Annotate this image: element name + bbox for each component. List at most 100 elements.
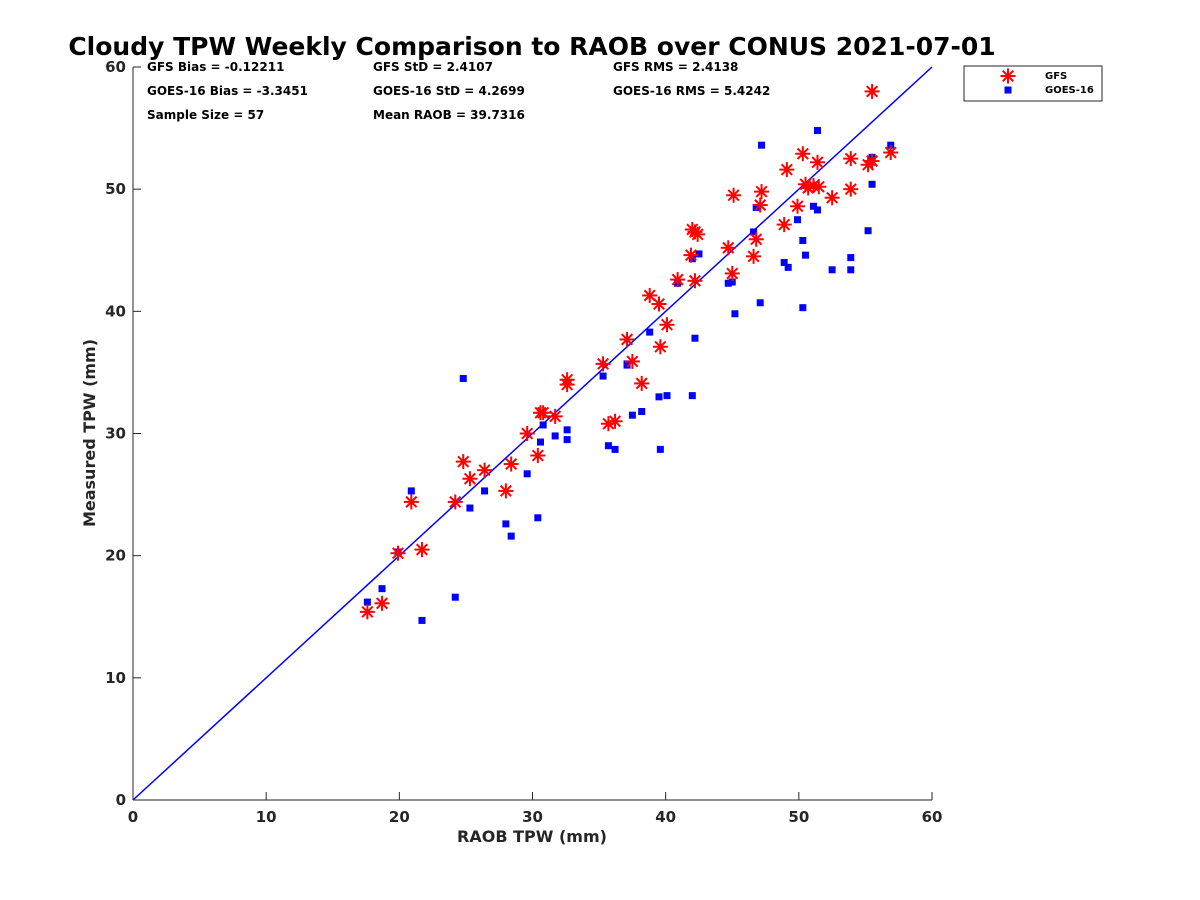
data-point (414, 542, 430, 558)
x-tick-label: 30 (522, 808, 543, 826)
stats-panel: GFS Bias = -0.12211 GFS StD = 2.4107 GFS R… (147, 60, 770, 122)
legend-marker-2 (1004, 86, 1012, 94)
data-point (663, 392, 671, 400)
data-point (652, 339, 668, 355)
data-point (868, 180, 876, 188)
asterisk-stroke (499, 484, 512, 497)
asterisk-stroke (415, 543, 428, 556)
data-point (809, 154, 825, 170)
legend-items: GFS GOES-16 (1000, 68, 1094, 96)
x-tick-label: 10 (256, 808, 277, 826)
data-point (752, 203, 760, 211)
data-point (378, 585, 386, 593)
data-point (534, 514, 542, 522)
y-tick-label: 60 (105, 58, 126, 76)
stat-text: GFS StD = 2.4107 (373, 60, 493, 74)
asterisk-stroke (826, 191, 839, 204)
data-point (595, 356, 611, 372)
data-point (724, 265, 740, 281)
legend-label: GFS (1045, 71, 1067, 82)
data-point (607, 413, 623, 429)
data-point (407, 487, 415, 495)
data-point (604, 442, 612, 450)
asterisk-stroke (1001, 69, 1015, 83)
data-point (799, 236, 807, 244)
data-point (746, 248, 762, 264)
data-point (779, 162, 795, 178)
y-axis-label: Measured TPW (mm) (80, 339, 99, 527)
asterisk-stroke (635, 377, 648, 390)
asterisk-stroke (602, 417, 615, 430)
data-point (780, 258, 788, 266)
data-point (498, 483, 514, 499)
data-point (638, 408, 646, 416)
data-point (691, 334, 699, 342)
legend-marker-1 (1000, 68, 1016, 84)
data-point (403, 494, 419, 510)
asterisk-stroke (691, 228, 704, 241)
stat-text: Sample Size = 57 (147, 108, 264, 122)
data-point (539, 421, 547, 429)
legend: GFS GOES-16 (963, 65, 1103, 102)
data-point (659, 317, 675, 333)
data-point (459, 375, 467, 383)
stat-text: GOES-16 StD = 4.2699 (373, 84, 525, 98)
asterisk-stroke (643, 289, 656, 302)
data-point (599, 372, 607, 380)
data-point (828, 266, 836, 274)
series-goes-16 (363, 127, 895, 624)
data-point (756, 299, 764, 307)
data-point (688, 392, 696, 400)
x-axis-label: RAOB TPW (mm) (457, 827, 607, 846)
asterisk-stroke (807, 179, 820, 192)
data-point (847, 254, 855, 262)
y-tick-label: 50 (105, 180, 126, 198)
data-point (864, 83, 880, 99)
stat-text: GFS RMS = 2.4138 (613, 60, 738, 74)
asterisk-stroke (791, 200, 804, 213)
asterisk-stroke (747, 250, 760, 263)
data-point (477, 462, 493, 478)
y-tick-label: 30 (105, 425, 126, 443)
asterisk-stroke (561, 373, 574, 386)
series-gfs (359, 83, 899, 620)
asterisk-stroke (449, 495, 462, 508)
asterisk-stroke (549, 410, 562, 423)
asterisk-stroke (726, 267, 739, 280)
data-point (790, 198, 806, 214)
legend-box (963, 65, 1103, 102)
data-point (363, 598, 371, 606)
data-point (530, 447, 546, 463)
asterisk-stroke (609, 415, 622, 428)
chart-title: Cloudy TPW Weekly Comparison to RAOB ove… (68, 32, 995, 61)
asterisk-stroke (660, 318, 674, 331)
y-axis-ticks: 0 10 20 30 40 50 60 (105, 58, 141, 809)
data-point (813, 206, 821, 214)
data-point (824, 190, 840, 206)
data-point (843, 151, 859, 167)
data-point (758, 141, 766, 149)
asterisk-stroke (844, 183, 857, 196)
x-axis-ticks: 0 10 20 30 40 50 60 (128, 792, 943, 826)
data-point (481, 487, 489, 495)
asterisk-stroke (531, 449, 544, 462)
data-point (795, 146, 811, 162)
stat-text: GFS Bias = -0.12211 (147, 60, 284, 74)
x-tick-label: 60 (922, 808, 943, 826)
asterisk-stroke (722, 241, 735, 254)
data-point (688, 255, 696, 263)
data-point (536, 438, 544, 446)
data-point (809, 202, 817, 210)
data-point (726, 187, 742, 203)
data-point (466, 504, 474, 512)
asterisk-stroke (796, 147, 809, 160)
asterisk-stroke (727, 189, 740, 202)
stat-text: GOES-16 Bias = -3.3451 (147, 84, 308, 98)
data-point (646, 328, 654, 336)
legend-label: GOES-16 (1045, 85, 1094, 96)
data-points-layer (359, 83, 899, 624)
data-point (418, 616, 426, 624)
data-point (883, 145, 899, 161)
asterisk-stroke (684, 249, 697, 262)
data-point (519, 426, 535, 441)
